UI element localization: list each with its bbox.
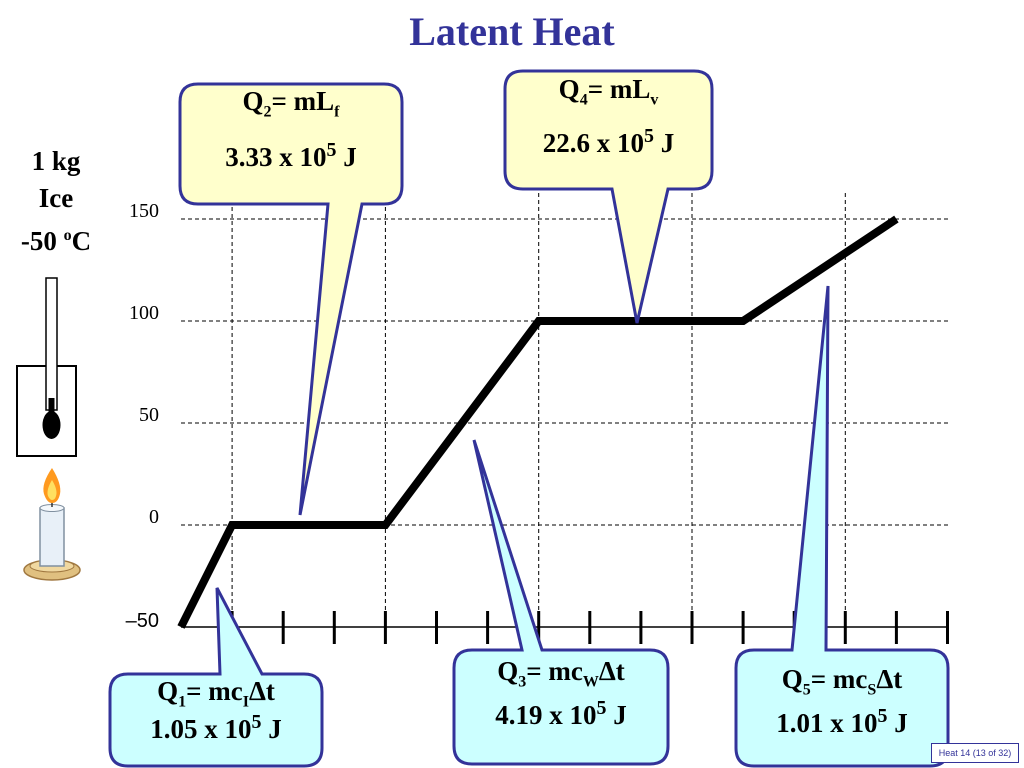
sample-substance: Ice <box>38 183 74 213</box>
y-tick-labels: 150 100 50 0 –50 <box>126 200 159 632</box>
sample-mass: 1 kg <box>31 146 81 176</box>
callout-q4: Q4= mLv 22.6 x 105 J <box>505 74 712 159</box>
callout-q2-bubble <box>178 82 404 516</box>
sample-label: 1 kg Ice -50 oC <box>0 143 112 260</box>
callout-q5-value: 1.01 x 105 J <box>776 705 908 739</box>
callout-q2: Q2= mLf 3.33 x 105 J <box>180 86 402 173</box>
sample-temperature: -50 oC <box>20 226 92 256</box>
slide-footer: Heat 14 (13 of 32) <box>931 743 1019 763</box>
y-tick-label: 100 <box>129 302 159 324</box>
callout-q3-value: 4.19 x 105 J <box>495 697 627 731</box>
callout-q1-value: 1.05 x 105 J <box>150 711 282 745</box>
callout-q1-equation: Q1= mcIΔt <box>157 676 275 711</box>
callout-q4-value: 22.6 x 105 J <box>542 125 675 159</box>
callout-q3-equation: Q3= mcWΔt <box>497 656 625 691</box>
y-tick-label: –50 <box>126 610 159 632</box>
callout-q2-value: 3.33 x 105 J <box>225 139 357 173</box>
callout-q5-bubble <box>734 285 950 768</box>
callout-q2-equation: Q2= mLf <box>242 86 340 121</box>
page-title: Latent Heat <box>409 9 615 54</box>
heating-curve-line <box>177 215 899 629</box>
candle-icon <box>23 468 81 581</box>
callout-q1: Q1= mcIΔt 1.05 x 105 J <box>110 676 322 745</box>
thermometer-icon <box>16 277 77 457</box>
callout-q4-bubble <box>503 69 714 324</box>
callout-q5-equation: Q5= mcSΔt <box>781 664 903 699</box>
callout-q1-bubble <box>108 587 324 768</box>
y-tick-label: 150 <box>129 200 159 222</box>
y-tick-label: 0 <box>149 506 159 528</box>
y-tick-label: 50 <box>139 404 159 426</box>
callout-q3-bubble <box>452 439 670 766</box>
callout-q5: Q5= mcSΔt 1.01 x 105 J <box>736 664 948 739</box>
callout-q3: Q3= mcWΔt 4.19 x 105 J <box>454 656 668 731</box>
callout-q4-equation: Q4= mLv <box>558 74 659 109</box>
